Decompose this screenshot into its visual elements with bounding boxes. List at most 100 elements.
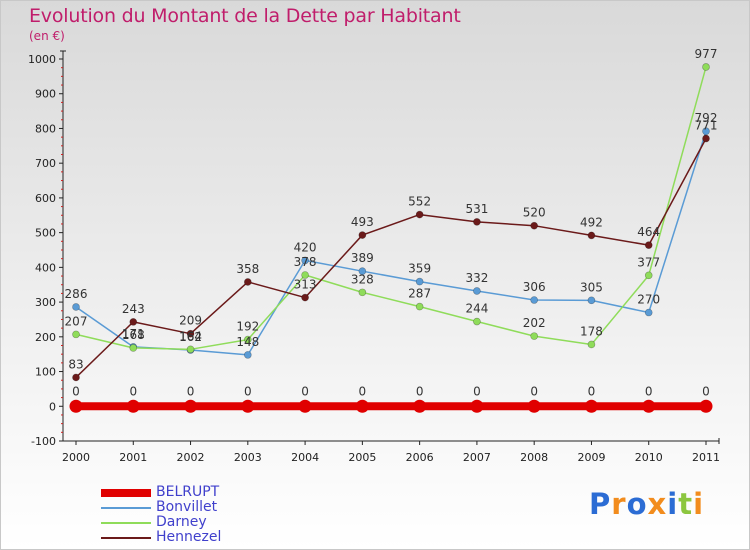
logo-letter: r (611, 487, 627, 521)
data-label: 492 (580, 215, 603, 229)
data-label: 377 (637, 255, 660, 269)
data-point (587, 340, 596, 349)
y-tick-label: 700 (35, 157, 56, 170)
data-point (301, 256, 309, 265)
data-label: 0 (72, 384, 80, 398)
x-tick-label: 2007 (463, 451, 491, 464)
data-label: 0 (416, 384, 424, 398)
data-point (702, 63, 710, 71)
data-point (413, 399, 427, 413)
logo-letter: i (667, 487, 679, 521)
x-tick-label: 2003 (234, 451, 262, 464)
data-label: 0 (530, 384, 538, 398)
x-tick-label: 2005 (348, 451, 376, 464)
data-point (530, 296, 538, 304)
data-label: 520 (523, 206, 546, 220)
data-point (72, 373, 80, 382)
x-tick-label: 2000 (62, 451, 90, 464)
data-point (129, 318, 138, 326)
y-tick-label: 600 (35, 192, 56, 205)
data-point (702, 127, 710, 136)
data-label: 202 (523, 316, 546, 330)
data-label: 328 (351, 272, 374, 286)
x-tick-label: 2010 (635, 451, 663, 464)
proxiti-logo: Proxiti (589, 487, 704, 521)
data-point (415, 277, 424, 286)
data-point (358, 288, 367, 297)
data-point (298, 399, 312, 413)
series-line-darney (75, 66, 707, 351)
data-label: 0 (359, 384, 367, 398)
data-label: 792 (695, 111, 718, 125)
y-tick-label: 0 (49, 400, 56, 413)
data-point (358, 231, 367, 239)
data-label: 270 (637, 293, 660, 307)
data-label: 359 (408, 262, 431, 276)
data-label: 0 (129, 384, 137, 398)
data-point (358, 267, 367, 275)
data-label: 313 (294, 278, 317, 292)
logo-letter: i (693, 487, 705, 521)
data-label: 148 (236, 335, 259, 349)
legend-swatch (101, 537, 151, 539)
data-point (415, 302, 424, 311)
data-label: 178 (580, 324, 603, 338)
legend-swatch (101, 522, 151, 524)
data-label: 243 (122, 302, 145, 316)
data-label: 493 (351, 215, 374, 229)
data-label: 305 (580, 280, 603, 294)
data-label: 531 (465, 202, 488, 216)
data-point (415, 210, 424, 219)
data-label: 168 (122, 328, 145, 342)
data-label: 977 (695, 47, 718, 61)
data-label: 389 (351, 251, 374, 265)
data-point (186, 329, 195, 338)
data-label: 0 (702, 384, 710, 398)
data-label: 378 (294, 255, 317, 269)
data-label: 771 (695, 119, 718, 133)
data-point (129, 344, 138, 352)
data-point (473, 317, 481, 326)
data-point (126, 399, 140, 413)
data-label: 358 (236, 262, 259, 276)
data-label: 164 (179, 329, 202, 343)
y-tick-label: 400 (35, 261, 56, 274)
logo-letter: o (626, 487, 648, 521)
data-point (699, 399, 713, 413)
data-label: 0 (301, 384, 309, 398)
data-point (644, 241, 653, 249)
data-labels: 0 0 0 0 0 0 0 0 0 0 0 0 286 171 162 148 420 389 359 332 306 3… (65, 47, 718, 398)
data-point (355, 399, 369, 413)
y-tick-label: 500 (35, 227, 56, 240)
data-point (587, 296, 596, 305)
data-label: 192 (236, 320, 259, 334)
data-point (702, 134, 710, 143)
x-tick-label: 2006 (406, 451, 434, 464)
x-tick-label: 2001 (119, 451, 147, 464)
chart-unit: (en €) (29, 29, 65, 43)
data-label: 287 (408, 287, 431, 301)
data-label: 0 (244, 384, 252, 398)
data-label: 332 (465, 271, 488, 285)
x-tick-label: 2004 (291, 451, 319, 464)
data-point (470, 399, 484, 413)
data-point (473, 218, 481, 226)
data-point (244, 335, 252, 344)
y-tick-label: 900 (35, 88, 56, 101)
data-point (644, 308, 653, 317)
data-label: 209 (179, 314, 202, 328)
data-point (301, 271, 309, 279)
data-label: 0 (645, 384, 653, 398)
logo-letter: x (647, 487, 668, 521)
data-point (642, 399, 656, 413)
data-label: 207 (65, 314, 88, 328)
y-tick-label: 200 (35, 331, 56, 344)
chart-title: Evolution du Montant de la Dette par Hab… (29, 5, 461, 27)
data-point (587, 231, 596, 240)
data-point (72, 330, 80, 339)
axes: -100010020030040050060070080090010002000… (28, 50, 720, 464)
data-label: 552 (408, 195, 431, 209)
y-tick-label: 100 (35, 366, 56, 379)
legend-label: Bonvillet (156, 499, 218, 515)
